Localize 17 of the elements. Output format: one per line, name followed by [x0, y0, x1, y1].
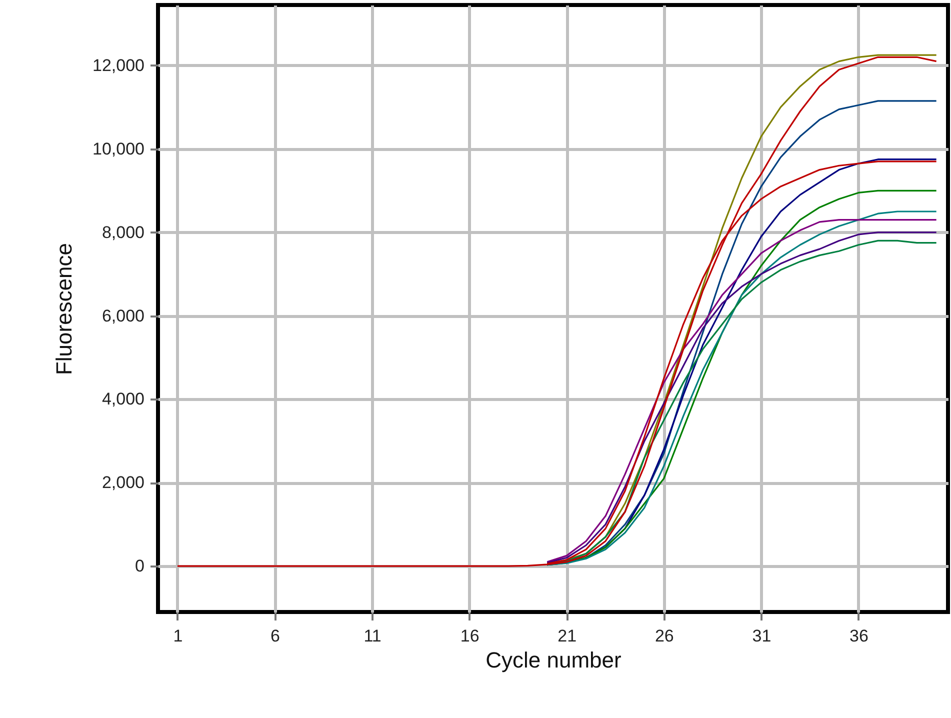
- y-axis-title: Fluorescence: [52, 242, 77, 376]
- x-tick-label: 26: [654, 626, 674, 646]
- x-tick-label: 11: [364, 626, 382, 646]
- x-tick-label: 31: [752, 626, 772, 646]
- y-tick-label: 12,000: [92, 56, 144, 75]
- x-tick-label: 16: [460, 626, 480, 646]
- y-tick-label: 2,000: [102, 473, 144, 492]
- x-tick-label: 6: [270, 626, 280, 646]
- y-tick-label: 10,000: [92, 139, 144, 158]
- y-tick-label: 0: [135, 556, 144, 576]
- x-axis-title: Cycle number: [486, 648, 622, 672]
- x-tick-label: 1: [173, 626, 183, 646]
- x-tick-label: 21: [558, 626, 577, 646]
- y-tick-label: 4,000: [102, 390, 144, 409]
- y-tick-label: 6,000: [102, 306, 144, 326]
- x-tick-label: 36: [850, 626, 868, 646]
- y-tick-label: 8,000: [102, 222, 144, 242]
